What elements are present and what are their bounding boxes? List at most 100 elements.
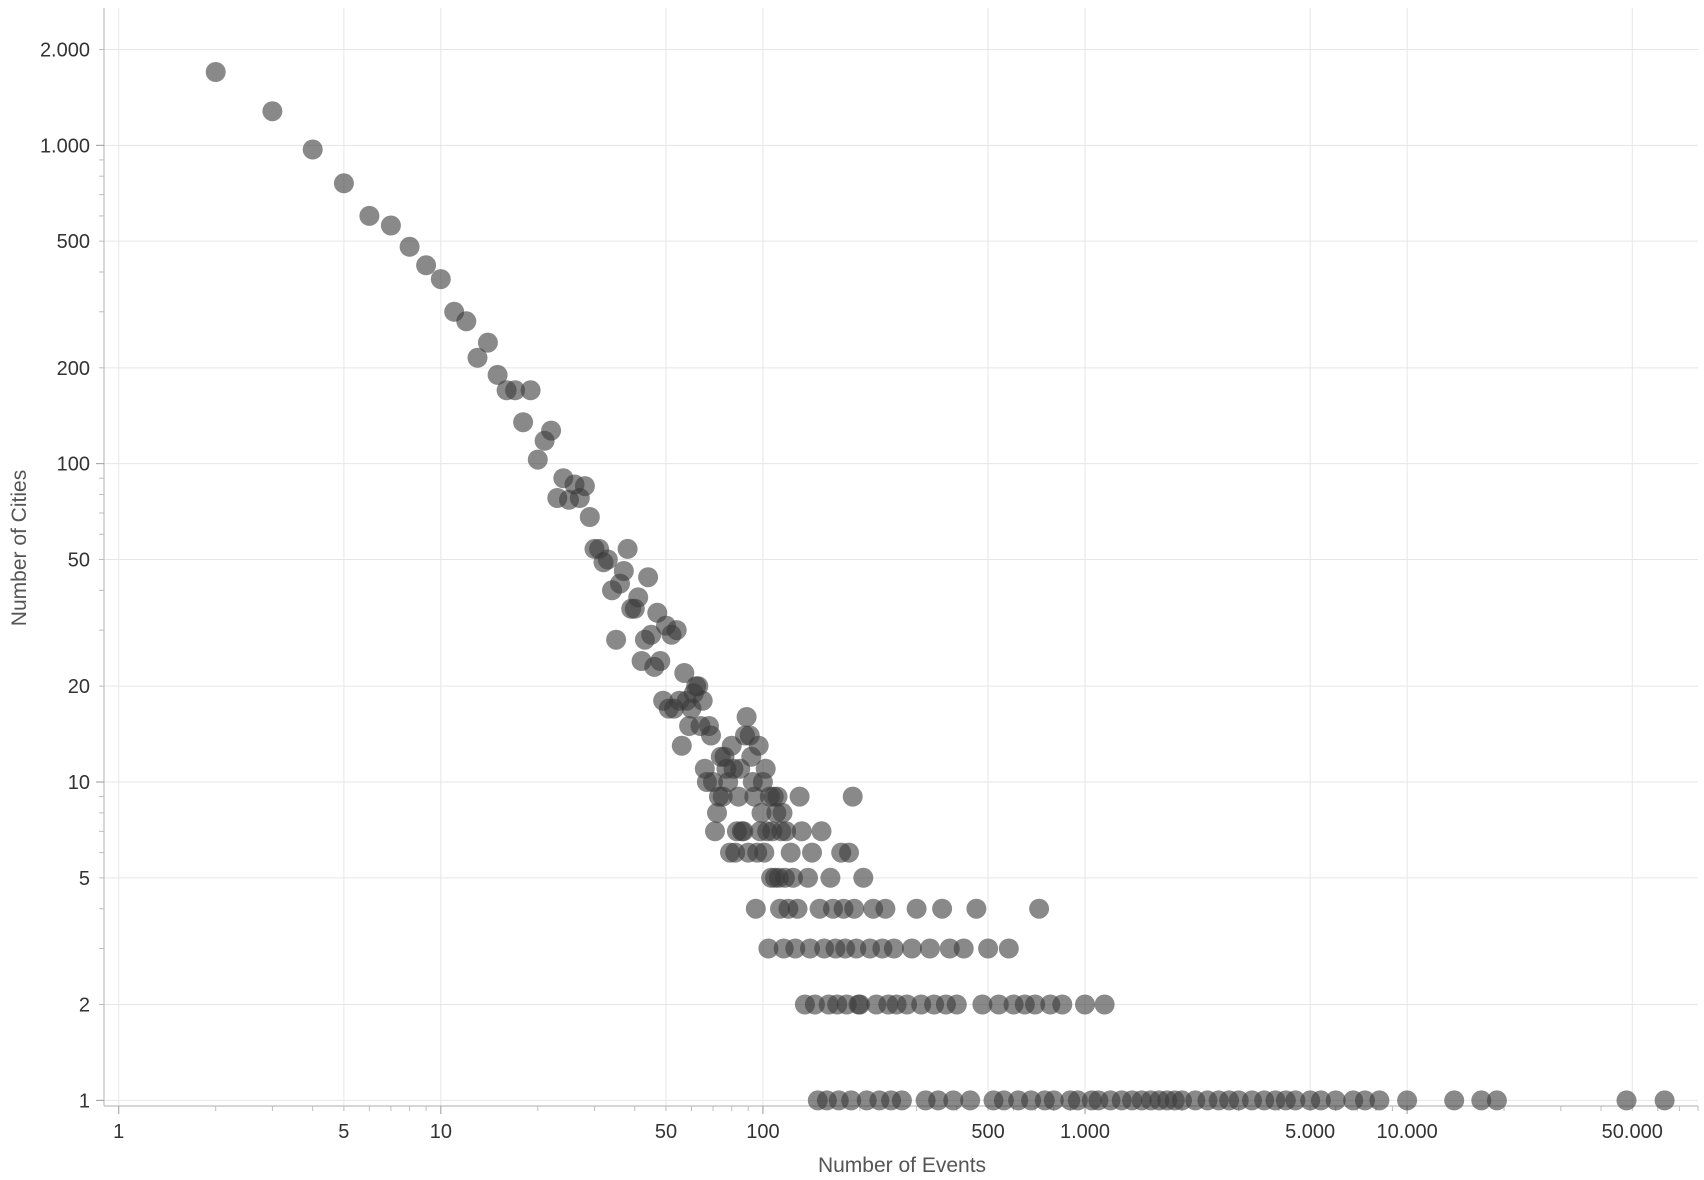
- data-point[interactable]: [505, 380, 526, 401]
- data-point[interactable]: [674, 663, 695, 683]
- data-point[interactable]: [513, 412, 534, 433]
- data-point[interactable]: [849, 994, 870, 1015]
- data-point[interactable]: [638, 567, 659, 588]
- data-point[interactable]: [736, 707, 757, 727]
- data-point[interactable]: [1355, 1090, 1375, 1111]
- data-point[interactable]: [477, 332, 498, 353]
- data-point[interactable]: [972, 994, 993, 1015]
- data-point[interactable]: [839, 842, 859, 863]
- data-point[interactable]: [802, 842, 822, 863]
- data-point[interactable]: [728, 786, 749, 807]
- data-point[interactable]: [1043, 1090, 1064, 1111]
- data-point[interactable]: [943, 1090, 964, 1111]
- data-point[interactable]: [650, 651, 671, 671]
- data-point[interactable]: [380, 215, 401, 236]
- data-point[interactable]: [399, 236, 420, 257]
- data-point[interactable]: [456, 311, 477, 332]
- data-point[interactable]: [966, 898, 987, 919]
- data-point[interactable]: [875, 898, 896, 919]
- data-point[interactable]: [919, 938, 940, 959]
- data-point[interactable]: [430, 269, 451, 290]
- data-point[interactable]: [467, 347, 488, 368]
- data-point[interactable]: [906, 898, 927, 919]
- data-point[interactable]: [1310, 1090, 1331, 1111]
- data-point[interactable]: [262, 101, 283, 122]
- data-point[interactable]: [1285, 1090, 1306, 1111]
- data-point[interactable]: [946, 994, 967, 1015]
- data-point[interactable]: [701, 725, 721, 746]
- data-point[interactable]: [745, 898, 766, 919]
- data-point[interactable]: [1444, 1090, 1465, 1111]
- data-point[interactable]: [993, 1090, 1014, 1111]
- data-point[interactable]: [758, 938, 779, 959]
- data-point[interactable]: [692, 690, 713, 711]
- data-point[interactable]: [416, 255, 437, 276]
- data-point[interactable]: [617, 538, 638, 559]
- data-point[interactable]: [800, 938, 820, 959]
- data-point[interactable]: [776, 821, 797, 842]
- data-point[interactable]: [666, 620, 687, 641]
- data-point[interactable]: [359, 205, 380, 226]
- data-point[interactable]: [205, 62, 226, 82]
- data-point[interactable]: [953, 938, 974, 959]
- data-point[interactable]: [628, 587, 649, 608]
- data-point[interactable]: [791, 821, 812, 842]
- data-point[interactable]: [754, 842, 775, 863]
- data-point[interactable]: [1052, 994, 1073, 1015]
- data-point[interactable]: [1021, 1090, 1042, 1111]
- data-point[interactable]: [928, 1090, 949, 1111]
- data-point[interactable]: [579, 507, 600, 527]
- data-point[interactable]: [1325, 1090, 1346, 1111]
- data-point[interactable]: [901, 938, 922, 959]
- data-point[interactable]: [1397, 1090, 1418, 1111]
- data-point[interactable]: [998, 938, 1019, 959]
- data-point[interactable]: [597, 549, 618, 570]
- data-point[interactable]: [846, 938, 867, 959]
- data-point[interactable]: [520, 380, 541, 401]
- data-point[interactable]: [574, 476, 595, 497]
- data-point[interactable]: [783, 867, 803, 888]
- data-point[interactable]: [1486, 1090, 1507, 1111]
- data-point[interactable]: [939, 938, 960, 959]
- data-point[interactable]: [707, 802, 727, 823]
- data-point[interactable]: [960, 1090, 981, 1111]
- data-point[interactable]: [804, 994, 825, 1015]
- data-point[interactable]: [978, 938, 999, 959]
- data-point[interactable]: [785, 938, 806, 959]
- data-point[interactable]: [1094, 994, 1115, 1015]
- data-point[interactable]: [787, 898, 808, 919]
- data-point[interactable]: [891, 1090, 912, 1111]
- data-point[interactable]: [844, 898, 865, 919]
- data-point[interactable]: [527, 449, 548, 470]
- data-point[interactable]: [811, 821, 832, 842]
- data-point[interactable]: [1075, 994, 1095, 1015]
- data-point[interactable]: [1654, 1090, 1675, 1111]
- data-point[interactable]: [772, 802, 793, 823]
- data-point[interactable]: [333, 173, 354, 194]
- data-point[interactable]: [613, 561, 634, 581]
- data-point[interactable]: [853, 867, 874, 888]
- data-point[interactable]: [1067, 1090, 1088, 1111]
- data-point[interactable]: [1471, 1090, 1492, 1111]
- data-point[interactable]: [988, 994, 1009, 1015]
- data-point[interactable]: [1616, 1090, 1637, 1111]
- data-point[interactable]: [1025, 994, 1046, 1015]
- data-point[interactable]: [744, 786, 765, 807]
- data-point[interactable]: [302, 139, 323, 160]
- data-point[interactable]: [748, 735, 769, 756]
- data-point[interactable]: [541, 420, 562, 441]
- data-point[interactable]: [1029, 898, 1050, 919]
- data-point[interactable]: [897, 994, 917, 1015]
- data-point[interactable]: [606, 629, 627, 650]
- data-point[interactable]: [789, 786, 810, 807]
- data-point[interactable]: [751, 802, 772, 823]
- data-point[interactable]: [820, 867, 841, 888]
- data-point[interactable]: [641, 624, 662, 645]
- data-point[interactable]: [767, 786, 788, 807]
- data-point[interactable]: [932, 898, 953, 919]
- data-point[interactable]: [842, 786, 863, 807]
- data-point[interactable]: [487, 364, 508, 385]
- data-point[interactable]: [1369, 1090, 1390, 1111]
- data-point[interactable]: [733, 821, 754, 842]
- data-point[interactable]: [671, 735, 692, 756]
